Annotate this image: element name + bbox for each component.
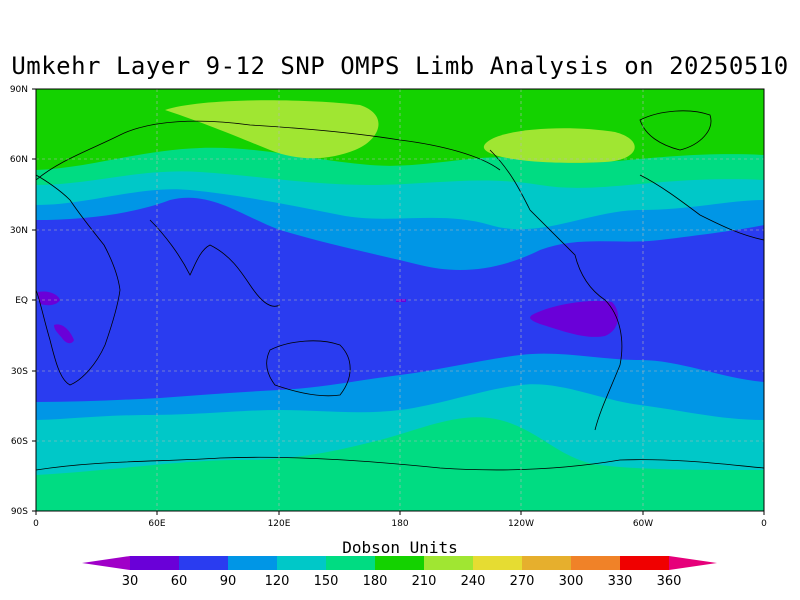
colorbar-swatch [424, 556, 473, 570]
colorbar-tick-label: 270 [510, 574, 535, 589]
lat-label: 30N [10, 226, 28, 236]
lat-label: EQ [15, 296, 28, 306]
lat-label: 60S [11, 437, 28, 447]
lon-label: 180 [391, 519, 408, 529]
colorbar-tick-label: 360 [657, 574, 682, 589]
colorbar-arrow-high [669, 556, 717, 570]
lat-label: 90N [10, 85, 28, 95]
band-240-ne [483, 128, 635, 163]
tick-marks [32, 88, 765, 515]
colorbar-swatch [326, 556, 375, 570]
colorbar-arrow-low [82, 556, 130, 570]
band-70-africa-1 [38, 291, 60, 306]
colorbar-tick-label: 60 [171, 574, 188, 589]
longitude-labels: 0 60E 120E 180 120W 60W 0 [33, 519, 767, 529]
colorbar-tick-label: 150 [314, 574, 339, 589]
ozone-field [36, 89, 764, 511]
band-70-africa-2 [54, 324, 74, 344]
lon-label: 60E [148, 519, 165, 529]
map-title: Umkehr Layer 9-12 SNP OMPS Limb Analysis… [11, 52, 789, 80]
colorbar-swatch [473, 556, 522, 570]
colorbar-swatch [522, 556, 571, 570]
lat-label: 90S [11, 507, 28, 517]
lat-label: 60N [10, 155, 28, 165]
graticule [36, 89, 764, 511]
colorbar-tick-label: 90 [220, 574, 237, 589]
lon-label: 0 [33, 519, 39, 529]
colorbar-tick-label: 120 [265, 574, 290, 589]
colorbar-swatch [375, 556, 424, 570]
band-240-nw [165, 100, 379, 159]
colorbar [82, 556, 717, 570]
lat-label: 30S [11, 367, 28, 377]
band-70-pacific [530, 300, 619, 337]
colorbar-swatch [130, 556, 179, 570]
lon-label: 120W [508, 519, 534, 529]
colorbar-tick-label: 30 [122, 574, 139, 589]
band-70-dateline [396, 299, 406, 302]
colorbar-labels: 30 60 90 120 150 180 210 240 270 300 330 360 [122, 574, 682, 589]
lon-label: 0 [761, 519, 767, 529]
colorbar-tick-label: 300 [559, 574, 584, 589]
colorbar-tick-label: 330 [608, 574, 633, 589]
colorbar-tick-label: 240 [461, 574, 486, 589]
lon-label: 60W [633, 519, 653, 529]
colorbar-swatch [179, 556, 228, 570]
latitude-labels: 90N 60N 30N EQ 30S 60S 90S [10, 85, 28, 517]
colorbar-tick-label: 210 [412, 574, 437, 589]
colorbar-tick-label: 180 [363, 574, 388, 589]
colorbar-swatch [277, 556, 326, 570]
lon-label: 120E [268, 519, 291, 529]
colorbar-swatch [228, 556, 277, 570]
colorbar-swatch [620, 556, 669, 570]
coastlines [36, 110, 764, 471]
colorbar-swatch [571, 556, 620, 570]
colorbar-title: Dobson Units [342, 538, 458, 557]
